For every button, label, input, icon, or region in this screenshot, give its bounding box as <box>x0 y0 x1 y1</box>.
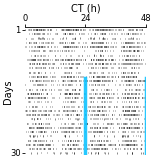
X-axis label: CT (h): CT (h) <box>71 3 100 13</box>
Y-axis label: Days: Days <box>3 79 13 104</box>
